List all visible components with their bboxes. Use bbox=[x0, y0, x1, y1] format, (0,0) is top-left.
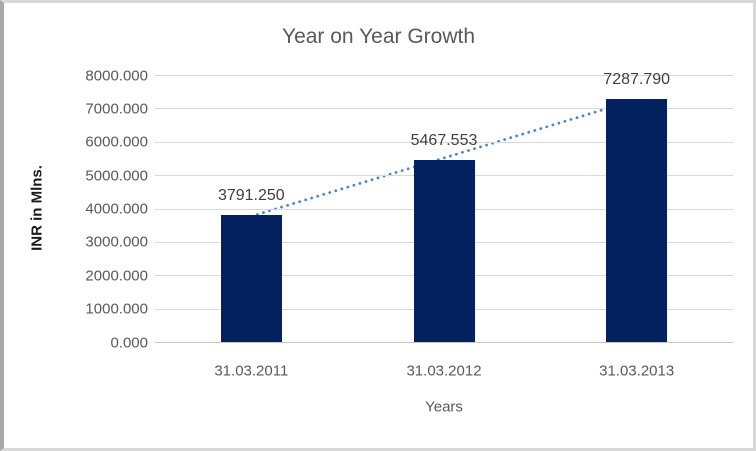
bar bbox=[606, 98, 668, 342]
x-axis-line bbox=[155, 342, 733, 343]
bar bbox=[220, 215, 282, 342]
x-tick-label: 31.03.2011 bbox=[214, 362, 289, 380]
data-label: 5467.553 bbox=[410, 131, 478, 149]
x-axis-title: Years bbox=[425, 398, 463, 416]
y-tick-label: 5000.000 bbox=[85, 167, 148, 185]
x-tick-label: 31.03.2013 bbox=[599, 362, 675, 380]
y-tick-label: 4000.000 bbox=[85, 200, 148, 218]
y-tick-label: 2000.000 bbox=[85, 267, 148, 285]
y-tick-label: 3000.000 bbox=[85, 233, 148, 251]
data-label: 3791.250 bbox=[217, 187, 285, 205]
y-tick-label: 1000.000 bbox=[85, 300, 148, 318]
chart-title: Year on Year Growth bbox=[281, 25, 476, 48]
y-tick-label: 6000.000 bbox=[85, 133, 148, 151]
gridline bbox=[155, 108, 733, 110]
y-axis-title: INR in Mlns. bbox=[28, 165, 46, 251]
bar bbox=[413, 159, 475, 342]
data-label: 7287.790 bbox=[603, 70, 671, 88]
gridline bbox=[155, 141, 733, 143]
y-tick-label: 0.000 bbox=[110, 334, 148, 351]
gridline bbox=[155, 75, 733, 76]
y-tick-label: 8000.000 bbox=[85, 67, 148, 84]
x-tick-label: 31.03.2012 bbox=[406, 362, 482, 380]
y-tick-label: 7000.000 bbox=[85, 100, 148, 118]
